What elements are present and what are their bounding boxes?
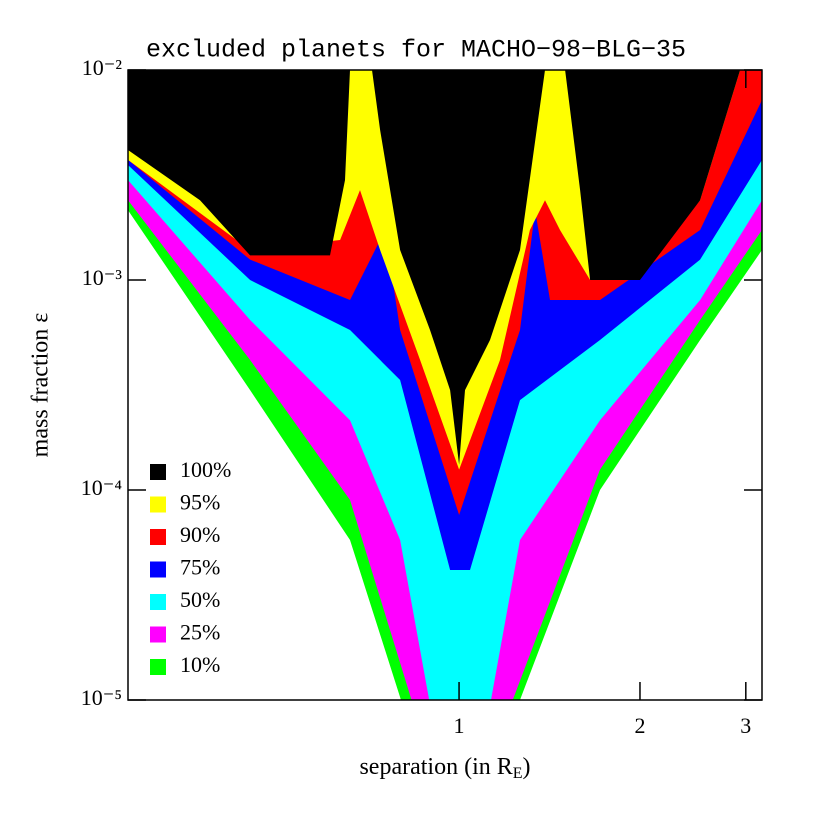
- y-tick-label: 10⁻⁴: [81, 475, 123, 500]
- y-tick-label: 10⁻⁵: [81, 685, 122, 710]
- plot-area: [128, 70, 762, 700]
- plot-frame: [127, 69, 763, 701]
- legend-swatch: [150, 464, 166, 480]
- legend-label: 10%: [180, 652, 220, 677]
- x-axis-label: separation (in RE): [359, 754, 530, 782]
- legend-label: 100%: [180, 457, 231, 482]
- chart-title: excluded planets for MACHO−98−BLG−35: [146, 36, 686, 65]
- x-axis-label-end: ): [523, 754, 531, 780]
- legend-swatch: [150, 626, 166, 643]
- x-tick-label: 3: [740, 713, 751, 738]
- y-tick-label: 10⁻³: [82, 265, 123, 290]
- legend-swatch: [150, 561, 166, 578]
- legend-swatch: [150, 659, 166, 675]
- legend-label: 95%: [180, 490, 220, 515]
- legend-swatch: [150, 529, 166, 545]
- legend-label: 25%: [180, 620, 220, 645]
- legend-label: 90%: [180, 522, 220, 547]
- x-axis-label-main: separation (in R: [359, 754, 512, 780]
- exclusion-region: [128, 70, 741, 465]
- y-axis-label: mass fraction ε: [28, 313, 54, 458]
- legend-label: 75%: [180, 555, 220, 580]
- legend-swatch: [150, 594, 166, 610]
- legend-label: 50%: [180, 587, 220, 612]
- legend-swatch: [150, 496, 166, 513]
- y-tick-label: 10⁻²: [82, 55, 123, 80]
- x-axis-label-subscript: E: [513, 765, 523, 782]
- x-tick-label: 2: [634, 713, 645, 738]
- x-tick-label: 1: [454, 713, 465, 738]
